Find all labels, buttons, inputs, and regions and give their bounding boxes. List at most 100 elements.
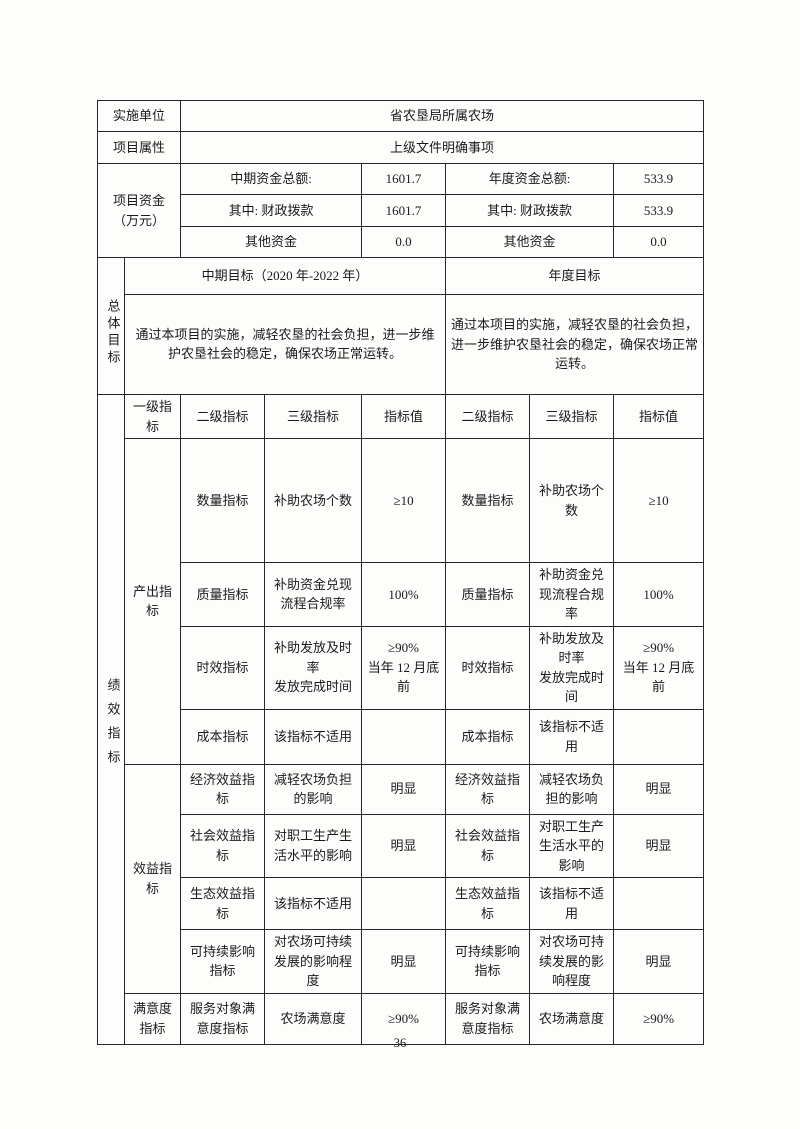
level1-benefit: 效益指标: [123, 763, 182, 994]
indicator-row-timeliness: 时效指标 补助发放及时率 发放完成时间 ≥90% 当年 12 月底前 时效指标 …: [98, 625, 705, 710]
goal-year-header: 年度目标: [445, 257, 705, 295]
value-cell: [361, 708, 447, 765]
l2-cell: 生态效益指标: [445, 877, 531, 930]
value-cell: ≥90% 当年 12 月底前: [613, 625, 705, 710]
value-cell: [361, 877, 447, 930]
value-cell: ≥10: [613, 438, 705, 563]
funds-year-fiscal-value: 533.9: [613, 194, 705, 227]
l3-cell: 补助发放及时率 发放完成时间: [264, 625, 363, 710]
l2-cell: 社会效益指标: [180, 813, 266, 878]
l2-cell: 经济效益指标: [445, 763, 531, 815]
value-cell: [613, 708, 705, 765]
l3-cell: 补助农场个数: [264, 438, 363, 563]
indicator-row-social: 社会效益指标 对职工生产生活水平的影响 明显 社会效益指标 对职工生产生活水平的…: [98, 813, 705, 878]
l3-cell: 对职工生产生活水平的影响: [529, 813, 615, 878]
performance-indicator-label-cell: 绩效指标: [97, 394, 125, 1045]
l3-cell: 农场满意度: [264, 992, 363, 1045]
l2-cell: 数量指标: [180, 438, 266, 563]
value-cell: 明显: [361, 763, 447, 815]
l2-cell: 质量指标: [445, 562, 531, 627]
funds-year-total-label: 年度资金总额:: [445, 163, 615, 195]
l3-cell: 农场满意度: [529, 992, 615, 1045]
l2-cell: 生态效益指标: [180, 877, 266, 930]
funds-year-other-value: 0.0: [613, 226, 705, 258]
indicator-row-cost: 成本指标 该指标不适用 成本指标 该指标不适用: [98, 708, 705, 765]
l2-cell: 服务对象满意度指标: [180, 992, 266, 1045]
l3-cell: 该指标不适用: [529, 877, 615, 930]
indicator-row-quantity: 产出指标 数量指标 补助农场个数 ≥10 数量指标 补助农场个数 ≥10: [98, 438, 705, 765]
l2-cell: 时效指标: [180, 625, 266, 710]
project-attribute-label: 项目属性: [96, 131, 182, 164]
value-cell: 100%: [613, 562, 705, 627]
l3-cell: 减轻农场负担的影响: [264, 763, 363, 815]
funds-row: 项目资金 （万元） 中期资金总额: 1601.7 年度资金总额: 533.9: [96, 163, 705, 258]
goal-year-text: 通过本项目的实施，减轻农垦的社会负担，进一步维护农垦社会的稳定，确保农场正常运转…: [445, 293, 705, 396]
l2-cell: 社会效益指标: [445, 813, 531, 878]
l2-cell: 时效指标: [445, 625, 531, 710]
goal-header-row: 总体目标 中期目标（2020 年-2022 年） 年度目标: [97, 257, 705, 395]
l2-cell: 成本指标: [445, 708, 531, 765]
performance-indicator-label: 绩效指标: [105, 678, 121, 775]
info-row: 实施单位 省农垦局所属农场: [96, 100, 705, 132]
goal-mid-header: 中期目标（2020 年-2022 年）: [123, 257, 447, 295]
l3-cell: 对农场可持续发展的影响程度: [529, 929, 615, 994]
overall-goal-label-cell: 总体目标: [97, 257, 125, 395]
indicator-row-ecological: 生态效益指标 该指标不适用 生态效益指标 该指标不适用: [98, 877, 705, 930]
indicator-header-row: 绩效指标 一级指标 二级指标 三级指标 指标值 二级指标 三级指标 指标值: [97, 394, 705, 1045]
goal-mid-text: 通过本项目的实施，减轻农垦的社会负担，进一步维护农垦社会的稳定，确保农场正常运转…: [123, 293, 447, 396]
l3-cell: 减轻农场负担的影响: [529, 763, 615, 815]
funds-mid-other-label: 其他资金: [180, 226, 363, 258]
l2-cell: 成本指标: [180, 708, 266, 765]
l2-cell: 服务对象满意度指标: [445, 992, 531, 1045]
l3-cell: 对农场可持续发展的影响程度: [264, 929, 363, 994]
page-number: 36: [393, 1036, 407, 1050]
header-level3-mid: 三级指标: [264, 394, 363, 439]
funds-mid-fiscal-label: 其中: 财政拨款: [180, 194, 363, 227]
value-cell: 明显: [361, 929, 447, 994]
indicator-row-satisfaction: 满意度指标 服务对象满意度指标 农场满意度 ≥90% 服务对象满意度指标 农场满…: [98, 992, 705, 1045]
funds-mid-fiscal-value: 1601.7: [361, 194, 447, 227]
implementing-unit-value: 省农垦局所属农场: [180, 100, 705, 132]
goal-text-row: 通过本项目的实施，减轻农垦的社会负担，进一步维护农垦社会的稳定，确保农场正常运转…: [98, 293, 705, 396]
l2-cell: 质量指标: [180, 562, 266, 627]
value-cell: [613, 877, 705, 930]
funds-year-other-label: 其他资金: [445, 226, 615, 258]
funds-year-fiscal-label: 其中: 财政拨款: [445, 194, 615, 227]
header-value-mid: 指标值: [361, 394, 447, 439]
value-cell: 明显: [613, 763, 705, 815]
indicator-row-sustainability: 可持续影响指标 对农场可持续发展的影响程度 明显 可持续影响指标 对农场可持续发…: [98, 929, 705, 994]
value-cell: 明显: [361, 813, 447, 878]
l3-cell: 补助资金兑现流程合规率: [264, 562, 363, 627]
value-cell: 100%: [361, 562, 447, 627]
l3-cell: 补助资金兑现流程合规率: [529, 562, 615, 627]
info-row: 项目属性 上级文件明确事项: [96, 131, 705, 164]
header-level1: 一级指标: [123, 394, 182, 439]
l3-cell: 该指标不适用: [264, 877, 363, 930]
header-level2-mid: 二级指标: [180, 394, 266, 439]
level1-satisfaction: 满意度指标: [123, 992, 182, 1045]
value-cell: 明显: [613, 929, 705, 994]
funds-label: 项目资金 （万元）: [96, 163, 182, 258]
funds-mid-total-value: 1601.7: [361, 163, 447, 195]
funds-year-total-value: 533.9: [613, 163, 705, 195]
funds-mid-other-value: 0.0: [361, 226, 447, 258]
l2-cell: 经济效益指标: [180, 763, 266, 815]
l2-cell: 可持续影响指标: [445, 929, 531, 994]
project-attribute-value: 上级文件明确事项: [180, 131, 705, 164]
overall-goal-label: 总体目标: [105, 299, 121, 367]
indicator-row-economic: 效益指标 经济效益指标 减轻农场负担的影响 明显 经济效益指标 减轻农场负担的影…: [98, 763, 705, 994]
project-performance-table: 实施单位 省农垦局所属农场 项目属性 上级文件明确事项 项目资金 （万元） 中期…: [96, 100, 705, 1045]
value-cell: 明显: [613, 813, 705, 878]
l3-cell: 补助农场个数: [529, 438, 615, 563]
funds-mid-total-label: 中期资金总额:: [180, 163, 363, 195]
implementing-unit-label: 实施单位: [96, 100, 182, 132]
value-cell: ≥10: [361, 438, 447, 563]
l2-cell: 数量指标: [445, 438, 531, 563]
value-cell: ≥90% 当年 12 月底前: [361, 625, 447, 710]
l3-cell: 对职工生产生活水平的影响: [264, 813, 363, 878]
l3-cell: 补助发放及时率 发放完成时间: [529, 625, 615, 710]
l2-cell: 可持续影响指标: [180, 929, 266, 994]
header-level3-year: 三级指标: [529, 394, 615, 439]
indicator-row-quality: 质量指标 补助资金兑现流程合规率 100% 质量指标 补助资金兑现流程合规率 1…: [98, 562, 705, 627]
